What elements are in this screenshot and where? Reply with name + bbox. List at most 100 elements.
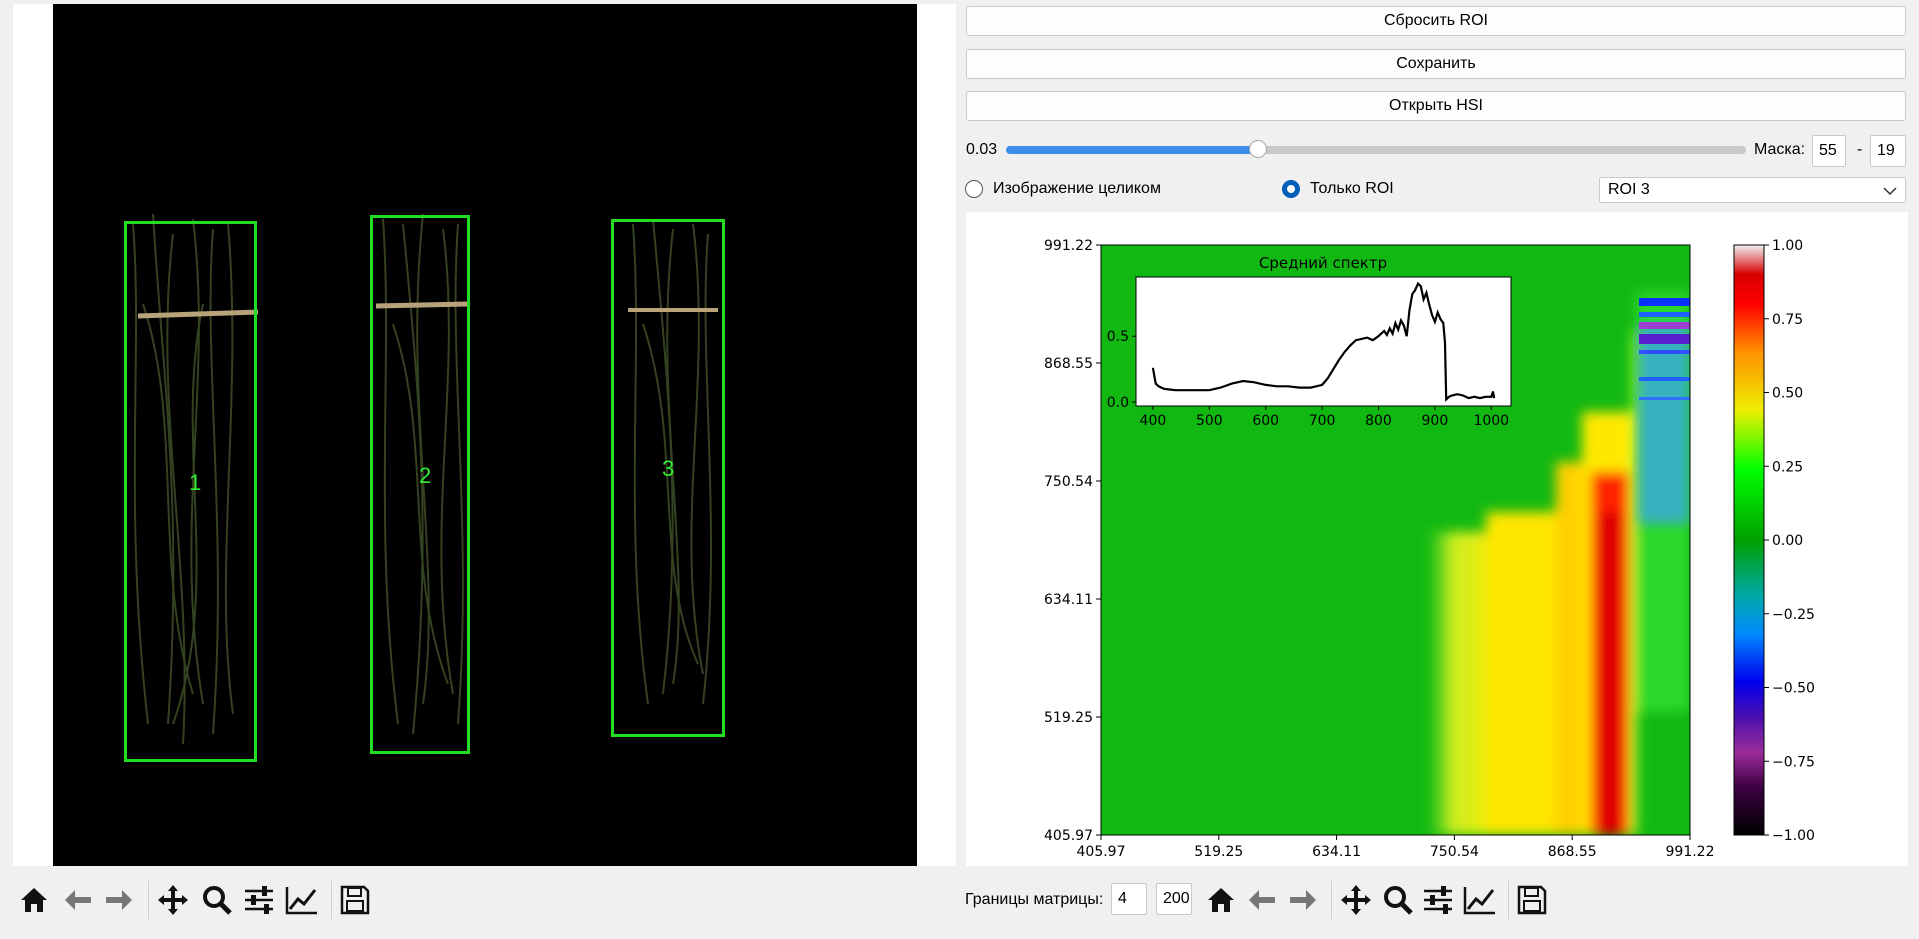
colorbar-tick-label: 0.25 xyxy=(1772,459,1803,475)
chart-panel: 405.97 519.25 634.11 750.54 868.55 991.22 991… xyxy=(966,212,1908,866)
chevron-down-icon xyxy=(1883,187,1897,196)
configure-icon xyxy=(1424,886,1452,914)
zoom-button-2[interactable] xyxy=(1381,883,1415,917)
roi-3-box[interactable] xyxy=(611,219,725,737)
inset-y-tick-label: 0.0 xyxy=(1107,395,1129,411)
slider-fill xyxy=(1006,146,1258,154)
roi-select[interactable]: ROI 3 xyxy=(1599,177,1906,203)
pan-icon xyxy=(158,885,188,915)
configure-icon xyxy=(245,886,273,914)
roi-2-label: 2 xyxy=(419,463,432,488)
threshold-slider[interactable] xyxy=(1006,140,1746,158)
colorbar-tick-label: −0.25 xyxy=(1772,607,1815,623)
roi-1-label: 1 xyxy=(189,470,202,495)
colorbar-tick-label: 0.50 xyxy=(1772,386,1803,402)
save-figure-button-2[interactable] xyxy=(1515,883,1549,917)
edit-axes-button[interactable] xyxy=(285,883,319,917)
roi-3-label: 3 xyxy=(662,456,675,481)
inset-x-tick-label: 900 xyxy=(1422,413,1449,429)
open-hsi-button[interactable]: Открыть HSI xyxy=(966,91,1906,121)
inset-x-tick-label: 500 xyxy=(1196,413,1223,429)
inset-y-ticks: 0.5 0.0 xyxy=(1107,329,1136,411)
radio-roi-only-label[interactable]: Только ROI xyxy=(1310,180,1394,197)
inset-x-ticks: 400 500 600 700 800 900 1000 xyxy=(1140,406,1509,429)
mask-to-field[interactable]: 19 xyxy=(1870,135,1906,167)
heatmap-y-tick-label: 991.22 xyxy=(1044,238,1093,254)
forward-arrow-icon xyxy=(106,890,132,910)
forward-arrow-icon xyxy=(1290,890,1316,910)
slider-track xyxy=(1006,146,1746,154)
colorbar-tick-label: 0.75 xyxy=(1772,312,1803,328)
heatmap-x-tick-label: 519.25 xyxy=(1194,844,1243,860)
edit-axes-icon xyxy=(1463,887,1495,915)
colorbar xyxy=(1733,244,1765,836)
save-figure-button[interactable] xyxy=(338,883,372,917)
mask-from-field[interactable]: 55 xyxy=(1812,135,1846,167)
home-button[interactable] xyxy=(17,883,51,917)
save-button[interactable]: Сохранить xyxy=(966,49,1906,79)
edit-axes-icon xyxy=(285,887,317,915)
home-icon xyxy=(21,888,47,912)
back-arrow-icon xyxy=(65,890,91,910)
mask-label: Маска: xyxy=(1754,141,1806,158)
colorbar-tick-label: −0.50 xyxy=(1772,681,1815,697)
heatmap-y-tick-label: 634.11 xyxy=(1044,592,1093,608)
spectrum-line xyxy=(1151,281,1496,402)
mask-dash: - xyxy=(1857,141,1863,158)
roi-2-box[interactable] xyxy=(370,215,470,754)
zoom-icon xyxy=(203,886,232,915)
colorbar-tick-label: 1.00 xyxy=(1772,238,1803,254)
back-button[interactable] xyxy=(61,883,95,917)
heatmap-y-tick-label: 868.55 xyxy=(1044,356,1093,372)
save-icon xyxy=(1517,885,1547,915)
reset-roi-button[interactable]: Сбросить ROI xyxy=(966,6,1906,36)
inset-spectrum-bg xyxy=(1135,276,1512,407)
heatmap-y-tick-label: 750.54 xyxy=(1044,474,1093,490)
colorbar-ticks: 1.00 0.75 0.50 0.25 0.00 −0.25 −0.50 −0.75 −1.00 xyxy=(1764,238,1815,844)
inset-title: Средний спектр xyxy=(1259,254,1387,272)
heatmap-x-tick-label: 634.11 xyxy=(1312,844,1361,860)
edit-axes-button-2[interactable] xyxy=(1463,883,1497,917)
inset-x-tick-label: 600 xyxy=(1252,413,1279,429)
roi-1-box[interactable] xyxy=(124,221,257,762)
left-toolbar xyxy=(0,880,960,924)
inset-x-tick-label: 1000 xyxy=(1473,413,1509,429)
hsi-image[interactable]: 1 2 3 xyxy=(53,4,917,866)
inset-y-tick-label: 0.5 xyxy=(1107,329,1129,345)
forward-button-2[interactable] xyxy=(1286,883,1320,917)
roi-select-value: ROI 3 xyxy=(1608,181,1650,198)
zoom-icon xyxy=(1384,886,1413,915)
chart-svg[interactable]: 405.97 519.25 634.11 750.54 868.55 991.22 991… xyxy=(966,212,1908,866)
inset-x-tick-label: 700 xyxy=(1309,413,1336,429)
home-icon xyxy=(1208,888,1234,912)
heatmap-x-tick-label: 405.97 xyxy=(1077,844,1126,860)
heatmap-x-ticks: 405.97 519.25 634.11 750.54 868.55 991.22 xyxy=(1077,835,1715,860)
back-button-2[interactable] xyxy=(1245,883,1279,917)
image-canvas-panel: 1 2 3 xyxy=(13,4,956,866)
forward-button[interactable] xyxy=(102,883,136,917)
pan-button[interactable] xyxy=(156,883,190,917)
back-arrow-icon xyxy=(1249,890,1275,910)
inset-x-tick-label: 400 xyxy=(1140,413,1167,429)
threshold-value: 0.03 xyxy=(966,141,998,158)
pan-button-2[interactable] xyxy=(1339,883,1373,917)
radio-whole-image-label[interactable]: Изображение целиком xyxy=(993,180,1161,197)
pan-icon xyxy=(1341,885,1371,915)
radio-roi-only[interactable] xyxy=(1282,180,1300,198)
colorbar-tick-label: −0.75 xyxy=(1772,754,1815,770)
configure-button-2[interactable] xyxy=(1421,883,1455,917)
slider-handle[interactable] xyxy=(1248,140,1267,158)
matrix-to-field[interactable]: 200 xyxy=(1156,883,1192,915)
configure-button[interactable] xyxy=(242,883,276,917)
matrix-from-field[interactable]: 4 xyxy=(1111,883,1147,915)
plant-image-drawing xyxy=(132,213,718,745)
right-toolbar xyxy=(1204,880,1564,924)
home-button-2[interactable] xyxy=(1204,883,1238,917)
radio-whole-image[interactable] xyxy=(965,180,983,198)
heatmap-y-tick-label: 405.97 xyxy=(1044,828,1093,844)
matrix-bounds-label: Границы матрицы: xyxy=(965,891,1104,908)
inset-x-tick-label: 800 xyxy=(1365,413,1392,429)
colorbar-tick-label: −1.00 xyxy=(1772,828,1815,844)
heatmap-x-tick-label: 868.55 xyxy=(1548,844,1597,860)
zoom-button[interactable] xyxy=(200,883,234,917)
